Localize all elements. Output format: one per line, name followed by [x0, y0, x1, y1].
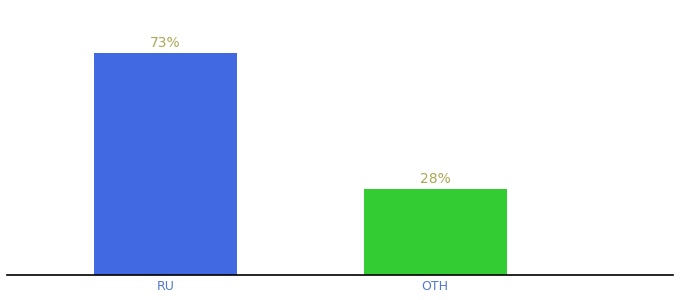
- Bar: [94, 52, 237, 274]
- Text: 73%: 73%: [150, 35, 181, 50]
- Text: 28%: 28%: [420, 172, 451, 186]
- Bar: [364, 189, 507, 274]
